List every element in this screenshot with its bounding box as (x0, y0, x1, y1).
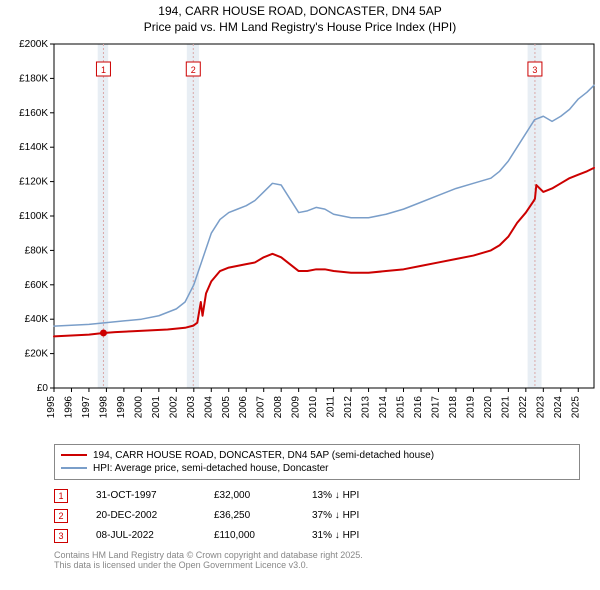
svg-text:£180K: £180K (19, 73, 48, 84)
svg-text:2004: 2004 (203, 395, 214, 418)
svg-text:2021: 2021 (500, 395, 511, 418)
svg-text:£200K: £200K (19, 39, 48, 50)
legend-swatch (61, 467, 87, 469)
svg-text:£40K: £40K (25, 314, 49, 325)
svg-text:2015: 2015 (396, 395, 407, 418)
line-chart: £0 £20K £40K £60K £80K £100K £120K £140K £160K £1… (0, 38, 600, 438)
marker-number-box: 3 (54, 529, 68, 543)
marker-date: 20-DEC-2002 (96, 510, 186, 521)
marker-delta: 37% ↓ HPI (312, 510, 392, 521)
svg-text:2014: 2014 (378, 395, 389, 418)
svg-text:2023: 2023 (535, 395, 546, 418)
legend: 194, CARR HOUSE ROAD, DONCASTER, DN4 5AP… (54, 444, 580, 480)
svg-text:£140K: £140K (19, 142, 48, 153)
marker-delta: 31% ↓ HPI (312, 530, 392, 541)
legend-row: 194, CARR HOUSE ROAD, DONCASTER, DN4 5AP… (61, 449, 573, 462)
marker-table: 1 31-OCT-1997 £32,000 13% ↓ HPI 2 20-DEC-2002… (54, 486, 580, 546)
footnote: Contains HM Land Registry data © Crown c… (54, 550, 580, 572)
legend-swatch (61, 454, 87, 456)
marker-delta: 13% ↓ HPI (312, 490, 392, 501)
svg-text:1998: 1998 (98, 395, 109, 418)
svg-text:1995: 1995 (46, 395, 57, 418)
chart-title-1: 194, CARR HOUSE ROAD, DONCASTER, DN4 5AP (0, 0, 600, 20)
chart-area: £0 £20K £40K £60K £80K £100K £120K £140K £160K £1… (0, 38, 600, 438)
svg-text:£60K: £60K (25, 279, 49, 290)
svg-text:2000: 2000 (133, 395, 144, 418)
marker-row: 2 20-DEC-2002 £36,250 37% ↓ HPI (54, 506, 580, 526)
svg-text:2007: 2007 (256, 395, 267, 418)
marker-date: 08-JUL-2022 (96, 530, 186, 541)
svg-text:2016: 2016 (413, 395, 424, 418)
svg-text:2008: 2008 (273, 395, 284, 418)
svg-text:2018: 2018 (448, 395, 459, 418)
footnote-line-2: This data is licensed under the Open Gov… (54, 560, 580, 571)
svg-text:£20K: £20K (25, 348, 49, 359)
legend-label: 194, CARR HOUSE ROAD, DONCASTER, DN4 5AP… (93, 450, 434, 461)
svg-text:2017: 2017 (430, 395, 441, 418)
svg-text:2: 2 (191, 65, 196, 75)
svg-text:£80K: £80K (25, 245, 49, 256)
marker-number-box: 1 (54, 489, 68, 503)
marker-price: £32,000 (214, 490, 284, 501)
svg-text:£160K: £160K (19, 107, 48, 118)
svg-text:2010: 2010 (308, 395, 319, 418)
svg-text:£120K: £120K (19, 176, 48, 187)
svg-text:2011: 2011 (326, 395, 337, 417)
svg-text:2006: 2006 (238, 395, 249, 418)
svg-text:2002: 2002 (168, 395, 179, 418)
svg-text:2009: 2009 (291, 395, 302, 418)
legend-row: HPI: Average price, semi-detached house,… (61, 462, 573, 475)
footnote-line-1: Contains HM Land Registry data © Crown c… (54, 550, 580, 561)
svg-text:1999: 1999 (116, 395, 127, 418)
svg-text:2024: 2024 (553, 395, 564, 418)
marker-date: 31-OCT-1997 (96, 490, 186, 501)
svg-text:2025: 2025 (570, 395, 581, 418)
svg-text:1997: 1997 (81, 395, 92, 418)
svg-text:3: 3 (532, 65, 537, 75)
chart-title-2: Price paid vs. HM Land Registry's House … (0, 20, 600, 38)
marker-number-box: 2 (54, 509, 68, 523)
svg-text:£0: £0 (37, 383, 49, 394)
svg-text:2012: 2012 (343, 395, 354, 418)
svg-text:2005: 2005 (221, 395, 232, 418)
svg-text:2001: 2001 (151, 395, 162, 418)
svg-text:1996: 1996 (63, 395, 74, 418)
svg-text:2013: 2013 (361, 395, 372, 418)
marker-row: 3 08-JUL-2022 £110,000 31% ↓ HPI (54, 526, 580, 546)
svg-text:1: 1 (101, 65, 106, 75)
svg-text:2022: 2022 (518, 395, 529, 418)
svg-text:£100K: £100K (19, 211, 48, 222)
svg-text:2020: 2020 (483, 395, 494, 418)
svg-text:2019: 2019 (465, 395, 476, 418)
marker-price: £110,000 (214, 530, 284, 541)
legend-label: HPI: Average price, semi-detached house,… (93, 463, 329, 474)
marker-price: £36,250 (214, 510, 284, 521)
svg-text:2003: 2003 (186, 395, 197, 418)
marker-row: 1 31-OCT-1997 £32,000 13% ↓ HPI (54, 486, 580, 506)
